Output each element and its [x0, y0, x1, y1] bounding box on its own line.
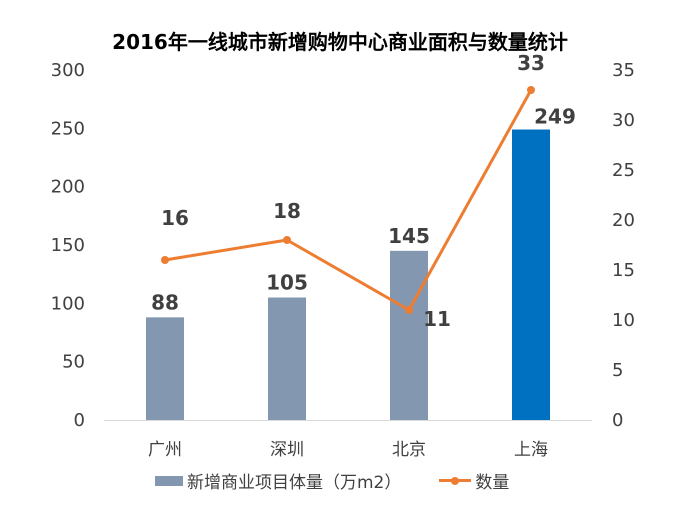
y-left-tick-label: 250 — [51, 118, 85, 139]
y-right-tick-label: 30 — [612, 110, 635, 131]
line-point — [405, 306, 413, 314]
y-right-tick-label: 5 — [612, 360, 623, 381]
line-data-label: 33 — [517, 51, 545, 75]
line-data-label: 18 — [273, 199, 301, 223]
x-tick-label: 上海 — [514, 440, 548, 460]
bar-data-label: 249 — [534, 105, 576, 129]
x-tick-label: 深圳 — [270, 440, 304, 460]
y-right-tick-label: 20 — [612, 210, 635, 231]
bar — [146, 317, 184, 420]
line-point — [161, 256, 169, 264]
bar — [390, 250, 428, 420]
bar — [512, 129, 550, 420]
line-series — [164, 89, 533, 312]
y-right-tick-label: 25 — [612, 160, 635, 181]
line-point — [283, 236, 291, 244]
y-left-tick-label: 0 — [74, 410, 85, 431]
chart-title: 2016年一线城市新增购物中心商业面积与数量统计 — [112, 30, 568, 54]
legend: 新增商业项目体量（万m2） 数量 — [155, 468, 509, 493]
line-data-label: 16 — [161, 206, 189, 230]
line-data-label: 11 — [423, 307, 451, 331]
y-left-tick-label: 50 — [62, 352, 85, 373]
y-right-tick-label: 10 — [612, 310, 635, 331]
x-tick-label: 广州 — [148, 440, 182, 460]
y-right-tick-label: 0 — [612, 410, 623, 431]
legend-swatch-line — [439, 476, 472, 485]
bar-data-label: 88 — [151, 290, 179, 314]
y-left-tick-label: 150 — [51, 235, 85, 256]
bar-data-label: 105 — [266, 271, 308, 295]
y-left-tick-label: 100 — [51, 293, 85, 314]
line-point — [527, 86, 535, 94]
bar-data-label: 145 — [388, 224, 430, 248]
y-right-tick-label: 15 — [612, 260, 635, 281]
legend-swatch-bar — [155, 475, 183, 486]
y-left-tick-label: 200 — [51, 177, 85, 198]
bar — [268, 297, 306, 420]
legend-label-line: 数量 — [475, 473, 510, 493]
y-left-tick-label: 300 — [51, 60, 85, 81]
y-right-tick-label: 35 — [612, 60, 635, 81]
x-tick-label: 北京 — [392, 440, 426, 460]
legend-label-bar: 新增商业项目体量（万m2） — [187, 473, 402, 493]
